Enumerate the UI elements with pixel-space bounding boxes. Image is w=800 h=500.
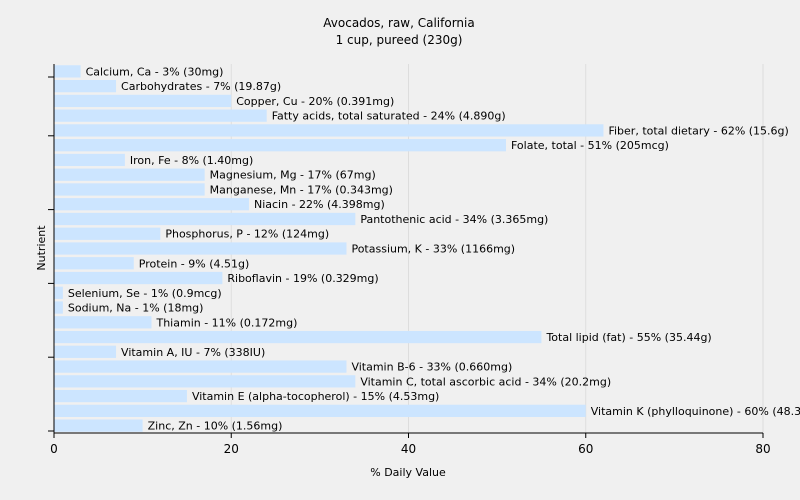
bar-label: Selenium, Se - 1% (0.9mcg) (68, 287, 222, 300)
bar-label: Vitamin C, total ascorbic acid - 34% (20… (360, 375, 611, 388)
bar-label: Total lipid (fat) - 55% (35.44g) (545, 331, 711, 344)
bar-label: Vitamin B-6 - 33% (0.660mg) (351, 361, 512, 374)
bar-label: Thiamin - 11% (0.172mg) (155, 316, 297, 329)
x-tick-label: 0 (50, 442, 58, 456)
bar-label: Vitamin A, IU - 7% (338IU) (121, 346, 265, 359)
bars-group: Calcium, Ca - 3% (30mg) Carbohydrates - 7… (54, 65, 800, 433)
axes-group: 0 20 40 60 80 (48, 64, 771, 456)
bar-label: Manganese, Mn - 17% (0.343mg) (210, 183, 393, 196)
x-axis-label: % Daily Value (370, 466, 446, 479)
bar (54, 301, 63, 314)
bar-label: Carbohydrates - 7% (19.87g) (121, 80, 281, 93)
bar-label: Magnesium, Mg - 17% (67mg) (210, 169, 376, 182)
bar-label: Pantothenic acid - 34% (3.365mg) (360, 213, 548, 226)
bar (54, 198, 249, 211)
bar (54, 109, 267, 122)
bar (54, 168, 205, 181)
x-tick-label: 40 (401, 442, 416, 456)
bar (54, 404, 586, 417)
chart-subtitle: 1 cup, pureed (230g) (336, 33, 463, 47)
x-tick-label: 20 (224, 442, 239, 456)
bar (54, 360, 347, 373)
bar (54, 330, 542, 344)
bar-label: Zinc, Zn - 10% (1.56mg) (148, 420, 283, 433)
bar-label: Vitamin E (alpha-tocopherol) - 15% (4.53… (192, 390, 439, 403)
bar-label: Iron, Fe - 8% (1.40mg) (130, 154, 253, 167)
bar (54, 227, 161, 240)
bar (54, 124, 604, 137)
bar-label: Folate, total - 51% (205mcg) (511, 139, 669, 152)
bar (54, 419, 143, 432)
bar (54, 94, 232, 108)
x-tick-label: 80 (755, 442, 770, 456)
x-tick-label: 60 (578, 442, 593, 456)
bar-label: Niacin - 22% (4.398mg) (254, 198, 385, 211)
bar (54, 286, 63, 299)
bar (54, 257, 134, 270)
bar-label: Vitamin K (phylloquinone) - 60% (48.3mcg… (591, 405, 800, 418)
bar-label: Sodium, Na - 1% (18mg) (68, 302, 204, 315)
bar (54, 139, 506, 152)
bar-label: Calcium, Ca - 3% (30mg) (86, 65, 224, 78)
bar-label: Fatty acids, total saturated - 24% (4.89… (272, 110, 506, 123)
bar (54, 345, 117, 358)
bar (54, 389, 187, 403)
bar (54, 271, 223, 285)
bar (54, 242, 347, 255)
bar (54, 80, 117, 93)
bar-label: Phosphorus, P - 12% (124mg) (165, 228, 329, 241)
bar-label: Potassium, K - 33% (1166mg) (351, 243, 515, 256)
bar-label: Fiber, total dietary - 62% (15.6g) (608, 124, 788, 137)
bar (54, 65, 81, 78)
bar-label: Copper, Cu - 20% (0.391mg) (236, 95, 394, 108)
bar-label: Riboflavin - 19% (0.329mg) (227, 272, 378, 285)
bar (54, 212, 356, 226)
bar-label: Protein - 9% (4.51g) (139, 257, 250, 270)
bar (54, 183, 205, 196)
y-axis-label: Nutrient (35, 225, 48, 271)
bar (54, 153, 125, 167)
bar (54, 316, 152, 329)
chart-title: Avocados, raw, California (323, 16, 474, 30)
bar (54, 375, 356, 388)
